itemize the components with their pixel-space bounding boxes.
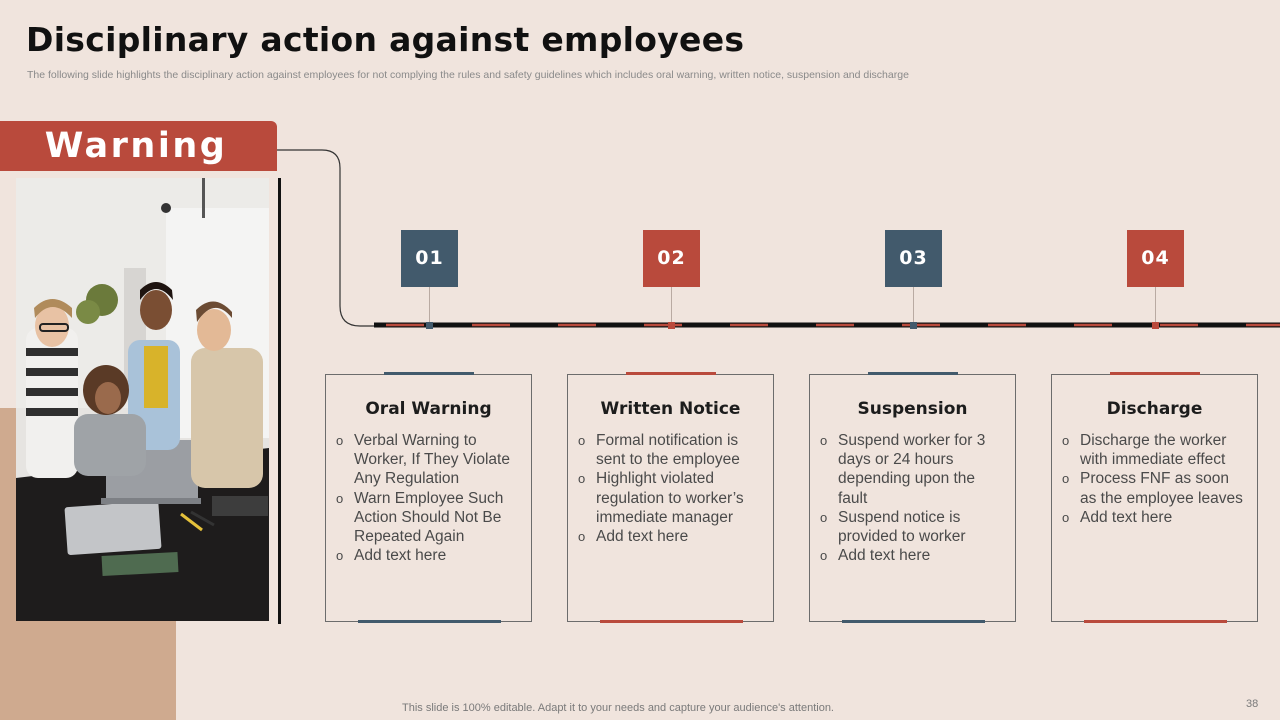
list-item: Add text here (336, 546, 523, 565)
list-item: Add text here (578, 527, 765, 546)
page-title: Disciplinary action against employees (26, 20, 745, 59)
card-accent-top (626, 372, 716, 375)
page-number: 38 (1246, 698, 1259, 710)
card-bullets: Verbal Warning to Worker, If They Violat… (336, 431, 523, 566)
step-stem-01 (429, 287, 430, 324)
card-accent-bottom (600, 620, 743, 623)
step-badge-03: 03 (885, 230, 942, 287)
photo-divider-bar (278, 178, 281, 624)
warning-banner: Warning (0, 121, 277, 171)
step-dot-02 (668, 322, 675, 329)
footer-note: This slide is 100% editable. Adapt it to… (402, 702, 834, 714)
list-item: Suspend notice is provided to worker (820, 508, 1007, 546)
card-title: Oral Warning (365, 399, 492, 419)
team-photo-image (16, 178, 269, 621)
list-item: Add text here (1062, 508, 1249, 527)
card-bullets: Formal notification is sent to the emplo… (578, 431, 765, 546)
card-accent-bottom (1084, 620, 1227, 623)
card-accent-top (384, 372, 474, 375)
step-dot-04 (1152, 322, 1159, 329)
list-item: Formal notification is sent to the emplo… (578, 431, 765, 469)
list-item: Discharge the worker with immediate effe… (1062, 431, 1249, 469)
step-dot-03 (910, 322, 917, 329)
card-title: Suspension (857, 399, 968, 419)
step-stem-04 (1155, 287, 1156, 324)
list-item: Verbal Warning to Worker, If They Violat… (336, 431, 523, 489)
card-accent-top (1110, 372, 1200, 375)
card-accent-bottom (842, 620, 985, 623)
step-card-discharge: Discharge Discharge the worker with imme… (1051, 372, 1258, 623)
card-bullets: Discharge the worker with immediate effe… (1062, 431, 1249, 527)
card-accent-top (868, 372, 958, 375)
list-item: Warn Employee Such Action Should Not Be … (336, 489, 523, 547)
list-item: Highlight violated regulation to worker’… (578, 469, 765, 527)
step-stem-02 (671, 287, 672, 324)
list-item: Process FNF as soon as the employee leav… (1062, 469, 1249, 507)
list-item: Add text here (820, 546, 1007, 565)
step-badge-04: 04 (1127, 230, 1184, 287)
step-card-oral-warning: Oral Warning Verbal Warning to Worker, I… (325, 372, 532, 623)
card-title: Discharge (1106, 399, 1203, 419)
step-badge-01: 01 (401, 230, 458, 287)
step-dot-01 (426, 322, 433, 329)
step-card-suspension: Suspension Suspend worker for 3 days or … (809, 372, 1016, 623)
step-badge-02: 02 (643, 230, 700, 287)
step-stem-03 (913, 287, 914, 324)
connector-line (277, 149, 374, 327)
card-accent-bottom (358, 620, 501, 623)
warning-banner-label: Warning (44, 126, 228, 166)
list-item: Suspend worker for 3 days or 24 hours de… (820, 431, 1007, 508)
page-subtitle: The following slide highlights the disci… (27, 69, 909, 81)
step-card-written-notice: Written Notice Formal notification is se… (567, 372, 774, 623)
card-bullets: Suspend worker for 3 days or 24 hours de… (820, 431, 1007, 566)
card-title: Written Notice (600, 399, 741, 419)
